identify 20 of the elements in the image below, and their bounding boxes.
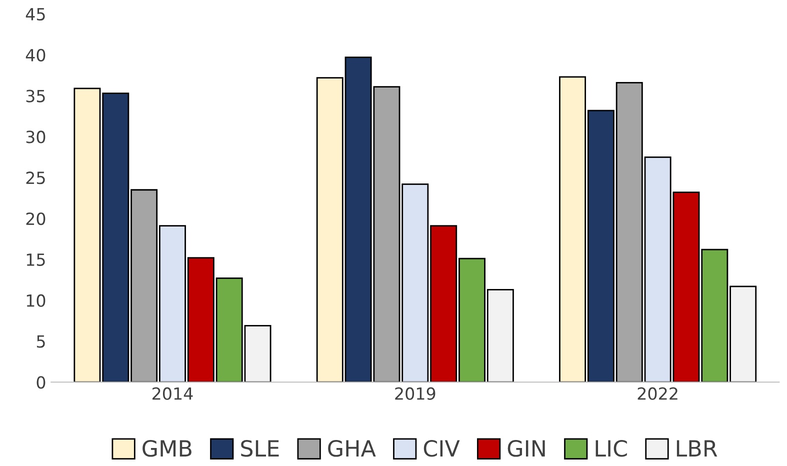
legend-label: GMB [142, 440, 192, 457]
y-tick-label: 0 [36, 376, 46, 389]
y-tick-label: 20 [26, 212, 46, 226]
y-tick-label: 45 [26, 8, 45, 21]
y-tick-label: 30 [26, 130, 46, 144]
y-tick-label: 5 [36, 335, 45, 348]
x-tick-label: 2022 [638, 387, 678, 400]
legend-label: SLE [241, 440, 279, 457]
legend-label: GHA [328, 440, 376, 457]
legend-label: LBR [676, 440, 718, 456]
y-tick-label: 10 [26, 294, 46, 307]
legend-label: CIV [424, 440, 460, 457]
y-tick-label: 40 [26, 48, 46, 62]
y-tick-label: 25 [26, 172, 45, 184]
y-tick-label: 35 [26, 90, 45, 102]
legend-label: LIC [596, 440, 627, 457]
x-tick-label: 2014 [152, 387, 193, 400]
legend-label: GIN [508, 440, 545, 457]
y-tick-label: 15 [26, 254, 45, 266]
x-tick-label: 2019 [395, 387, 436, 400]
